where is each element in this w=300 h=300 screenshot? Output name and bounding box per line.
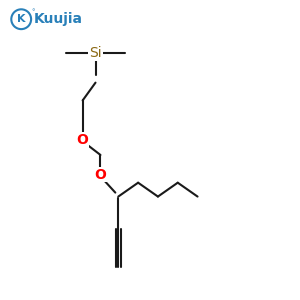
Text: Kuujia: Kuujia <box>34 12 83 26</box>
Text: K: K <box>17 14 26 24</box>
Text: O: O <box>77 133 88 147</box>
Text: Si: Si <box>89 46 102 60</box>
Text: °: ° <box>31 9 34 15</box>
Text: O: O <box>94 168 106 182</box>
